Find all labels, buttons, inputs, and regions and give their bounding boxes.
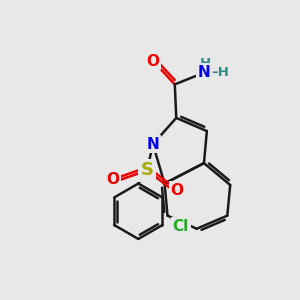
Text: O: O [171,183,184,198]
Text: H: H [200,58,211,70]
Text: –H: –H [211,66,229,79]
Text: S: S [141,161,154,179]
Text: O: O [106,172,119,187]
Text: N: N [146,137,159,152]
Text: Cl: Cl [172,219,189,234]
Text: O: O [146,53,159,68]
Text: N: N [198,65,210,80]
